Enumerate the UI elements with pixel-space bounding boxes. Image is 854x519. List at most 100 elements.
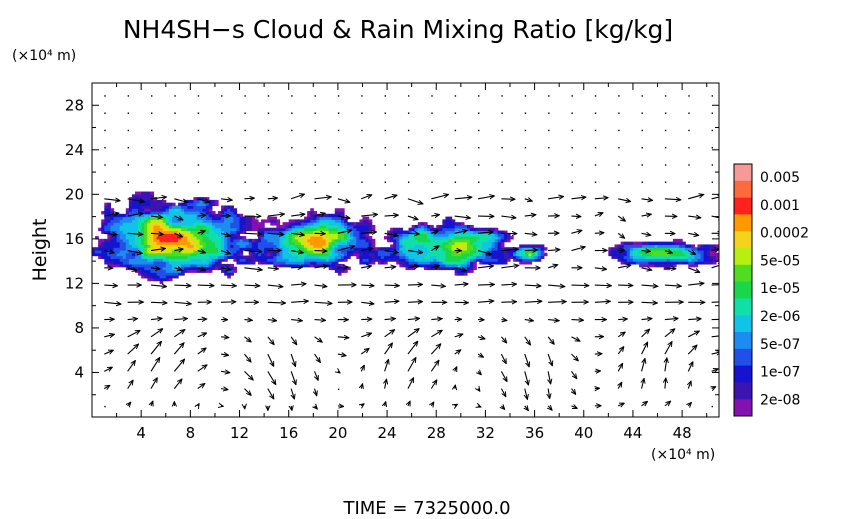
cloud-cell	[430, 252, 434, 257]
cloud-cell	[494, 247, 499, 251]
wind-vector	[525, 388, 528, 400]
cloud-cell	[617, 255, 622, 259]
cloud-cell	[153, 241, 158, 246]
cloud-cell	[703, 261, 708, 265]
cloud-cell	[193, 213, 198, 218]
cloud-cell	[211, 258, 216, 262]
wind-vector	[431, 215, 439, 216]
wind-vector-dot	[664, 129, 667, 132]
cloud-cell	[411, 247, 416, 251]
cloud-cell	[350, 241, 354, 246]
cloud-cell	[184, 258, 188, 262]
cloud-cell	[405, 250, 410, 254]
cloud-cell	[685, 244, 689, 248]
cloud-cell	[110, 208, 115, 212]
cloud-cell	[162, 272, 167, 276]
cloud-cell	[110, 236, 115, 240]
cloud-cell	[196, 222, 201, 226]
cloud-cell	[488, 255, 493, 259]
cloud-cell	[482, 233, 487, 237]
wind-vector	[127, 198, 145, 202]
cloud-cell	[156, 263, 161, 268]
cloud-cell	[190, 263, 195, 268]
cloud-cell	[119, 227, 124, 232]
wind-vector	[291, 284, 306, 285]
cloud-cell	[236, 247, 241, 251]
cloud-cell	[181, 263, 185, 268]
cloud-cell	[663, 244, 668, 248]
wind-vector	[548, 388, 550, 399]
wind-vector	[547, 265, 558, 268]
cloud-cell	[181, 205, 185, 209]
cloud-cell	[328, 250, 333, 254]
wind-vector	[104, 199, 120, 201]
cloud-cell	[307, 255, 311, 259]
cloud-cell	[506, 233, 511, 237]
wind-vector	[361, 302, 374, 304]
cloud-cell	[322, 219, 327, 223]
cloud-cell	[159, 269, 164, 273]
cloud-cell	[267, 252, 271, 257]
cloud-cell	[430, 233, 434, 237]
cloud-cell	[165, 238, 170, 243]
cloud-cell	[150, 211, 155, 215]
cloud-cell	[383, 255, 388, 259]
cloud-cell	[344, 250, 348, 254]
cloud-cell	[347, 252, 351, 257]
cloud-cell	[171, 272, 176, 276]
cloud-cell	[457, 224, 462, 229]
cloud-cell	[709, 258, 714, 262]
cloud-cell	[131, 194, 136, 198]
cloud-cell	[433, 255, 437, 259]
wind-vector	[384, 330, 395, 338]
cloud-cell	[184, 244, 188, 248]
cloud-cell	[519, 258, 523, 262]
wind-vector	[711, 216, 719, 219]
cloud-cell	[122, 247, 127, 251]
cloud-cell	[202, 208, 207, 212]
cloud-cell	[470, 269, 474, 273]
cloud-cell	[168, 222, 173, 226]
cloud-cell	[131, 255, 136, 259]
y-tick-label: 20	[65, 185, 84, 203]
cloud-cell	[135, 258, 139, 262]
cloud-cell	[525, 244, 530, 248]
wind-vector	[664, 401, 671, 407]
cloud-cell	[669, 258, 674, 262]
cloud-cell	[211, 238, 216, 243]
cloud-cell	[168, 238, 173, 243]
cloud-cell	[685, 250, 689, 254]
wind-vector	[547, 353, 552, 366]
cloud-cell	[408, 255, 413, 259]
cloud-cell	[328, 230, 333, 234]
cloud-cell	[113, 227, 118, 232]
cloud-cell	[150, 244, 155, 248]
cloud-cell	[402, 263, 407, 268]
wind-vector	[267, 302, 286, 303]
cloud-cell	[463, 244, 468, 248]
cloud-cell	[282, 258, 287, 262]
cloud-cell	[221, 238, 225, 243]
cloud-cell	[466, 224, 471, 229]
cloud-cell	[119, 241, 124, 246]
cloud-cell	[454, 252, 459, 257]
cloud-cell	[703, 244, 708, 248]
cloud-cell	[224, 238, 228, 243]
cloud-cell	[125, 208, 130, 212]
wind-vector-dot	[618, 181, 620, 183]
cloud-cell	[257, 255, 262, 259]
cloud-cell	[227, 272, 231, 276]
cloud-cell	[482, 250, 487, 254]
cloud-cell	[135, 199, 139, 204]
wind-vector	[641, 302, 658, 303]
cloud-cell	[423, 255, 428, 259]
cloud-cell	[294, 258, 299, 262]
cloud-cell	[703, 255, 708, 259]
cloud-cell	[660, 255, 665, 259]
cloud-cell	[423, 266, 428, 271]
cloud-cell	[470, 250, 474, 254]
cloud-cell	[147, 197, 151, 201]
cloud-cell	[365, 222, 370, 226]
cloud-cell	[331, 266, 336, 271]
cloud-cell	[131, 258, 136, 262]
